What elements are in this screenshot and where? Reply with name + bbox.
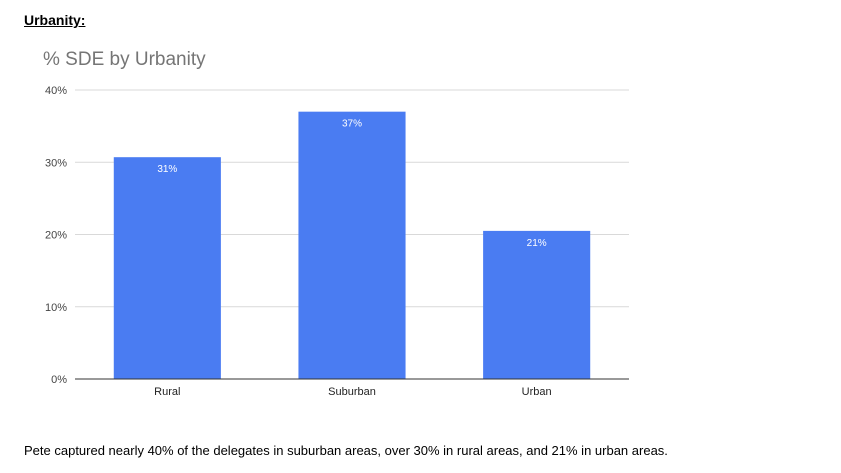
x-tick-label: Urban [522, 386, 552, 398]
y-tick-label: 30% [45, 157, 67, 169]
section-heading: Urbanity: [24, 12, 86, 28]
bar-urban [483, 230, 591, 379]
chart-title: % SDE by Urbanity [43, 49, 206, 70]
y-tick-label: 10% [45, 302, 67, 314]
bar-chart: 31% 37% 21% 0% 10% 20% 30% 40% Rural Suburban Urb… [45, 85, 629, 398]
data-label: 37% [342, 119, 362, 130]
bars: 31% 37% 21% [113, 111, 591, 380]
bar-rural [113, 157, 221, 379]
chart-container: % SDE by Urbanity 31% 37% 21% 0% 10% 20% 30% 4… [0, 40, 841, 420]
chart-caption: Pete captured nearly 40% of the delegate… [24, 443, 668, 458]
bar-suburban [298, 111, 406, 380]
x-tick-label: Rural [154, 386, 180, 398]
axes: 0% 10% 20% 30% 40% Rural Suburban Urban [45, 85, 629, 398]
y-tick-label: 20% [45, 230, 67, 242]
x-tick-label: Suburban [328, 386, 376, 398]
data-label: 31% [157, 164, 177, 175]
y-tick-label: 0% [51, 374, 67, 386]
data-label: 21% [527, 238, 547, 249]
y-tick-label: 40% [45, 85, 67, 97]
